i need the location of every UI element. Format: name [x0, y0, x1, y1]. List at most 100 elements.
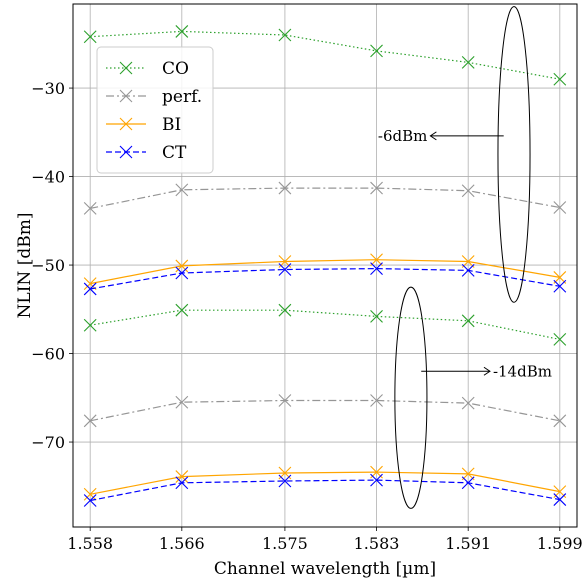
- data-point-marker: [370, 473, 383, 487]
- data-point-marker: [83, 30, 97, 44]
- legend-label: BI: [162, 115, 181, 135]
- data-point-marker: [175, 259, 189, 273]
- legend-entry-ct: CT: [106, 143, 187, 163]
- y-tick-label: −40: [31, 168, 65, 187]
- series-line: [90, 399, 560, 422]
- data-point-marker: [461, 255, 475, 268]
- annotation-ellipse: [497, 6, 531, 303]
- data-point-marker: [83, 494, 97, 507]
- plot-frame: [72, 3, 578, 528]
- series-line: [90, 30, 560, 80]
- legend-marker: [119, 61, 133, 75]
- data-point-marker: [370, 253, 383, 267]
- data-point-marker: [461, 263, 475, 277]
- data-point-marker: [553, 72, 567, 86]
- series-ct-14dBm: [83, 473, 567, 507]
- data-point-marker: [553, 271, 567, 284]
- annotation-label: -14dBm: [493, 362, 552, 380]
- data-point-marker: [553, 333, 567, 346]
- data-point-marker: [83, 487, 97, 501]
- data-point-marker: [83, 282, 97, 296]
- series-line: [90, 479, 560, 502]
- data-point-marker: [175, 183, 189, 197]
- data-point-marker: [83, 414, 97, 428]
- data-point-marker: [553, 201, 567, 214]
- legend: CO perf. BI CT: [96, 46, 214, 174]
- data-point-marker: [370, 44, 383, 58]
- x-tick-label: 1.566: [159, 534, 205, 553]
- legend-marker: [119, 89, 133, 103]
- series-co-6dBm: [83, 25, 567, 86]
- series-bi-14dBm: [83, 465, 567, 501]
- data-point-marker: [175, 476, 189, 490]
- y-tick-label: −70: [31, 433, 65, 452]
- legend-marker: [119, 145, 133, 159]
- series-bi-6dBm: [83, 253, 567, 291]
- data-point-marker: [83, 277, 97, 291]
- series-co-14dBm: [83, 303, 567, 346]
- series-perf-6dBm: [83, 181, 567, 215]
- data-point-marker: [175, 266, 189, 280]
- data-point-marker: [175, 395, 189, 409]
- data-point-marker: [461, 396, 475, 410]
- data-point-marker: [278, 28, 292, 42]
- series-group: [83, 25, 567, 507]
- data-point-marker: [553, 414, 567, 428]
- legend-marker: [119, 117, 133, 131]
- series-line: [90, 471, 560, 495]
- data-point-marker: [461, 184, 475, 198]
- legend-entry-perf: perf.: [106, 87, 202, 107]
- data-point-marker: [461, 467, 475, 481]
- data-point-marker: [461, 476, 475, 490]
- x-tick-label: 1.558: [67, 534, 113, 553]
- data-point-marker: [278, 263, 292, 276]
- legend-box: [96, 46, 214, 174]
- y-tick-label: −30: [31, 79, 65, 98]
- data-point-marker: [278, 474, 292, 488]
- data-point-marker: [278, 303, 292, 317]
- data-point-marker: [175, 470, 189, 483]
- series-line: [90, 259, 560, 285]
- y-tick-label: −60: [31, 345, 65, 364]
- series-perf-14dBm: [83, 394, 567, 428]
- data-point-marker: [175, 303, 189, 317]
- annotation-14dBm: -14dBm: [394, 286, 552, 509]
- data-point-marker: [553, 493, 567, 506]
- legend-label: CT: [162, 143, 187, 163]
- data-point-marker: [370, 181, 383, 195]
- data-point-marker: [370, 309, 383, 323]
- annotations: -6dBm -14dBm: [378, 6, 552, 509]
- annotation-arrow-head: [483, 366, 491, 376]
- data-point-marker: [553, 279, 567, 293]
- data-point-marker: [83, 202, 97, 215]
- annotation-ellipse: [394, 286, 428, 509]
- data-point-marker: [83, 318, 97, 332]
- series-line: [90, 309, 560, 340]
- series-ct-6dBm: [83, 262, 567, 296]
- data-point-marker: [461, 314, 475, 328]
- x-tick-label: 1.583: [354, 534, 400, 553]
- data-point-marker: [175, 25, 189, 38]
- x-tick-label: 1.575: [262, 534, 308, 553]
- data-point-marker: [278, 394, 292, 407]
- ticks: 1.558 1.566 1.575 1.583 1.591 1.599 −30 −40 −50 −…: [31, 79, 582, 553]
- series-line: [90, 267, 560, 290]
- data-point-marker: [370, 394, 383, 407]
- x-tick-label: 1.599: [537, 534, 583, 553]
- data-point-marker: [461, 56, 475, 69]
- legend-label: perf.: [162, 87, 202, 107]
- data-point-marker: [278, 181, 292, 195]
- y-tick-label: −50: [31, 256, 65, 275]
- legend-entry-bi: BI: [106, 115, 181, 135]
- annotation-label: -6dBm: [378, 127, 427, 145]
- x-axis-label: Channel wavelength [µm]: [214, 559, 436, 579]
- legend-label: CO: [162, 59, 189, 79]
- x-tick-label: 1.591: [445, 534, 491, 553]
- y-axis-label: NLIN [dBm]: [15, 213, 35, 319]
- legend-entry-co: CO: [106, 59, 189, 79]
- annotation-6dBm: -6dBm: [378, 6, 531, 303]
- annotation-arrow-head: [429, 131, 437, 141]
- series-line: [90, 187, 560, 209]
- data-point-marker: [370, 262, 383, 275]
